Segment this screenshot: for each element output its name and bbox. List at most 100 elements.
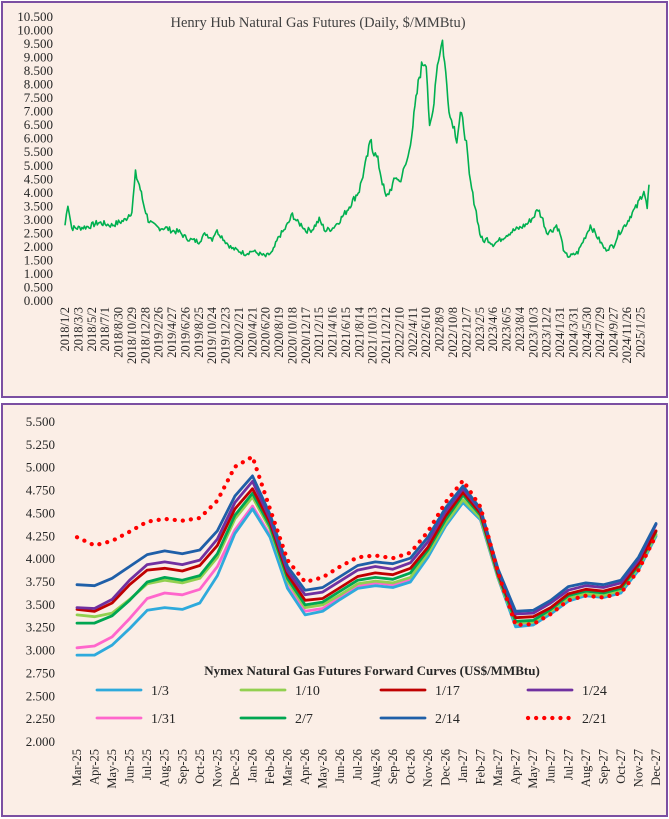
x-tick-label: Sep-27 <box>596 749 610 784</box>
series-line-1-24 <box>75 480 658 616</box>
y-tick-label: 10.500 <box>17 9 53 24</box>
x-tick-label: 2024/11/26 <box>620 307 634 363</box>
x-tick-label: Jan-26 <box>245 749 259 782</box>
x-tick-label: 2019/4/27 <box>165 307 179 358</box>
x-tick-label: Sep-26 <box>386 749 400 784</box>
x-tick-label: 2023/8/4 <box>513 306 527 351</box>
y-tick-label: 2.500 <box>26 688 55 703</box>
legend-label: 2/7 <box>295 712 313 727</box>
y-tick-label: 4.000 <box>24 185 53 200</box>
y-tick-label: 8.500 <box>24 63 53 78</box>
y-tick-label: 2.750 <box>26 665 55 680</box>
x-tick-label: May-26 <box>316 749 330 789</box>
x-tick-label: Oct-25 <box>193 749 207 784</box>
x-tick-label: 2019/12/23 <box>219 307 233 364</box>
x-tick-label: 2021/8/14 <box>352 306 366 357</box>
x-tick-label: 2024/9/27 <box>607 307 621 358</box>
y-tick-label: 4.000 <box>26 551 55 566</box>
chart-title: Henry Hub Natural Gas Futures (Daily, $/… <box>170 15 465 31</box>
x-tick-label: 2020/4/21 <box>245 307 259 358</box>
y-tick-label: 4.750 <box>26 483 55 498</box>
x-tick-label: Mar-25 <box>70 749 84 786</box>
x-tick-label: 2023/4/6 <box>486 307 500 351</box>
y-tick-label: 5.250 <box>26 437 55 452</box>
x-tick-label: 2022/8/9 <box>433 307 447 351</box>
x-tick-label: 2018/7/1 <box>98 307 112 351</box>
y-tick-label: 4.250 <box>26 528 55 543</box>
series-line-2-21 <box>74 454 659 628</box>
x-tick-label: Jul-27 <box>561 749 575 780</box>
x-tick-label: 2020/6/20 <box>259 307 273 358</box>
x-tick-label: Dec-26 <box>438 749 452 786</box>
x-tick-label: 2024/3/31 <box>566 307 580 358</box>
y-tick-label: 3.750 <box>26 574 55 589</box>
y-tick-label: 2.000 <box>24 239 53 254</box>
henry-hub-chart: Henry Hub Natural Gas Futures (Daily, $/… <box>17 9 650 364</box>
y-tick-label: 2.000 <box>26 734 55 749</box>
legend-label: 2/14 <box>435 712 460 727</box>
x-tick-label: 2019/6/26 <box>178 307 192 358</box>
legend-label: 1/17 <box>435 684 460 699</box>
x-tick-label: Jun-27 <box>544 749 558 783</box>
y-tick-label: 4.500 <box>24 171 53 186</box>
x-tick-label: Jan-27 <box>456 749 470 782</box>
x-tick-label: Aug-25 <box>158 749 172 787</box>
x-tick-label: 2021/4/16 <box>326 307 340 358</box>
y-tick-label: 10.000 <box>17 23 53 38</box>
x-tick-label: Nov-25 <box>210 749 224 787</box>
y-tick-label: 3.500 <box>26 597 55 612</box>
x-tick-label: 2023/2/5 <box>473 307 487 351</box>
x-tick-label: Feb-26 <box>263 749 277 784</box>
x-tick-label: 2019/8/25 <box>192 307 206 358</box>
x-tick-label: Jul-26 <box>351 749 365 780</box>
x-tick-label: Aug-26 <box>368 749 382 787</box>
x-tick-label: Aug-27 <box>579 749 593 787</box>
x-tick-label: 2022/10/8 <box>446 307 460 358</box>
x-tick-label: Dec-27 <box>649 749 663 786</box>
henry-hub-chart-panel: Henry Hub Natural Gas Futures (Daily, $/… <box>1 1 668 398</box>
series-line-2-14 <box>75 474 658 613</box>
y-tick-label: 1.000 <box>24 266 53 281</box>
x-tick-label: 2018/8/30 <box>112 307 126 358</box>
y-tick-label: 2.250 <box>26 711 55 726</box>
series-line-1-10 <box>75 495 658 625</box>
x-tick-label: 2025/1/25 <box>633 307 647 358</box>
x-tick-label: Mar-27 <box>491 749 505 786</box>
y-tick-label: 2.500 <box>24 225 53 240</box>
x-tick-label: 2018/5/2 <box>85 307 99 351</box>
series-line-1-3 <box>75 501 658 657</box>
series-line-2-7 <box>75 491 658 625</box>
x-tick-label: 2023/12/2 <box>540 307 554 358</box>
x-tick-label: Nov-26 <box>421 749 435 787</box>
series-line-1-17 <box>75 487 658 620</box>
x-tick-label: 2021/12/12 <box>379 307 393 364</box>
x-tick-label: Apr-26 <box>298 749 312 785</box>
x-tick-label: Jun-26 <box>333 749 347 783</box>
x-tick-label: 2023/10/3 <box>526 307 540 358</box>
legend-label: 1/3 <box>151 684 169 699</box>
y-tick-label: 5.500 <box>24 144 53 159</box>
y-tick-label: 9.000 <box>24 50 53 65</box>
x-tick-label: 2022/6/10 <box>419 307 433 358</box>
forward-curves-chart-panel: 2.000 2.250 2.500 2.750 3.000 3.250 3.500 3.750… <box>1 403 668 817</box>
x-tick-label: 2018/12/28 <box>138 307 152 364</box>
x-tick-label: Jun-25 <box>123 749 137 783</box>
x-tick-label: May-27 <box>526 749 540 789</box>
y-tick-label: 8.000 <box>24 77 53 92</box>
x-tick-label: 2022/4/11 <box>406 307 420 357</box>
x-tick-label: Oct-26 <box>403 749 417 784</box>
legend-label: 1/31 <box>151 712 176 727</box>
x-tick-label: 2018/3/3 <box>71 307 85 351</box>
y-tick-label: 7.500 <box>24 90 53 105</box>
x-tick-label: 2020/10/18 <box>285 307 299 364</box>
x-tick-label: 2024/5/30 <box>580 307 594 358</box>
y-tick-label: 5.000 <box>24 158 53 173</box>
x-tick-label: 2022/12/7 <box>459 307 473 358</box>
x-tick-label: Feb-27 <box>474 749 488 784</box>
forward-curves-chart: 2.000 2.250 2.500 2.750 3.000 3.250 3.500 3.750… <box>26 414 663 789</box>
x-tick-label: 2023/6/5 <box>500 307 514 351</box>
x-tick-label: Sep-25 <box>175 749 189 784</box>
y-tick-label: 3.000 <box>24 212 53 227</box>
x-tick-label: 2021/10/13 <box>366 307 380 364</box>
x-tick-label: 2021/2/15 <box>312 307 326 358</box>
